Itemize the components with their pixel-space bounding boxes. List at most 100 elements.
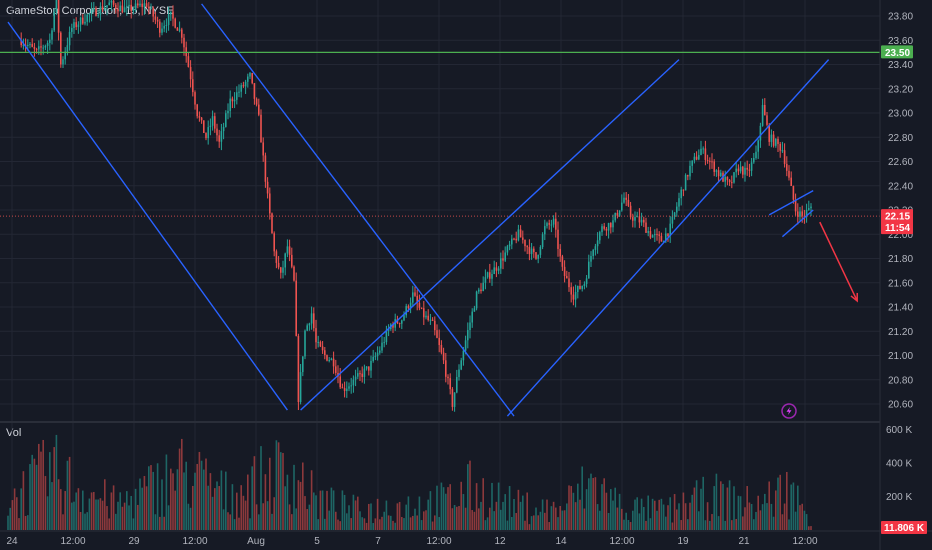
volume-bar — [251, 466, 253, 530]
candle-body — [801, 211, 803, 216]
lightning-icon[interactable] — [781, 403, 797, 419]
candle-body — [585, 278, 588, 285]
volume-bar — [57, 479, 60, 530]
volume-bar — [698, 511, 700, 530]
volume-bar — [205, 458, 207, 530]
candle-body — [156, 19, 159, 22]
flag-lower[interactable] — [781, 209, 814, 238]
candle-body — [104, 7, 106, 11]
volume-bar — [35, 464, 38, 530]
volume-bar — [20, 488, 22, 530]
volume-bar — [649, 518, 652, 530]
candle-body — [82, 17, 84, 24]
volume-bar — [68, 456, 71, 530]
volume-bar — [137, 504, 139, 530]
time-tick-label: 7 — [375, 536, 381, 547]
down-arrow[interactable] — [819, 221, 859, 303]
volume-bar — [324, 518, 326, 530]
volume-bar — [799, 505, 801, 530]
resistance-tag — [881, 45, 913, 59]
candle-body — [346, 388, 348, 392]
volume-bar — [434, 515, 436, 530]
candle-body — [453, 392, 456, 407]
volume-bars — [7, 434, 812, 530]
volume-bar — [475, 483, 478, 530]
volume-bar — [128, 505, 130, 530]
volume-bar — [634, 499, 636, 530]
candle-body — [86, 14, 88, 22]
candle-body — [475, 291, 478, 309]
candle-body — [152, 7, 154, 17]
volume-bar — [511, 517, 513, 530]
volume-bar — [108, 518, 110, 530]
ascending-channel-lower[interactable] — [506, 59, 830, 417]
candle-body — [97, 14, 99, 16]
volume-bar — [704, 520, 707, 530]
candle-body — [409, 302, 412, 309]
candle-body — [790, 177, 792, 187]
candle-body — [62, 59, 64, 65]
candle-body — [341, 387, 344, 389]
candle-body — [170, 11, 172, 15]
candle-body — [511, 238, 513, 245]
price-tick-label: 22.60 — [888, 157, 913, 168]
candle-body — [761, 104, 764, 126]
time-tick-label: 21 — [738, 536, 750, 547]
volume-bar — [596, 504, 599, 530]
volume-bar — [585, 489, 588, 530]
candle-body — [792, 186, 795, 200]
candle-body — [693, 156, 696, 161]
candle-body — [148, 6, 150, 8]
price-tick-label: 21.00 — [888, 351, 913, 362]
volume-bar — [192, 485, 194, 530]
volume-bar — [24, 515, 27, 530]
volume-bar — [236, 492, 238, 530]
volume-bar — [504, 494, 506, 530]
flag-upper[interactable] — [768, 189, 814, 216]
candle-body — [603, 226, 605, 229]
volume-bar — [264, 474, 267, 530]
candle-body — [277, 262, 280, 268]
descending-channel-left[interactable] — [7, 21, 288, 411]
candle-body — [24, 44, 27, 46]
candle-body — [159, 21, 161, 33]
volume-bar — [803, 510, 806, 530]
ascending-channel-upper[interactable] — [300, 59, 680, 411]
candle-body — [601, 226, 603, 233]
candle-body — [797, 211, 799, 217]
volume-bar — [141, 487, 143, 530]
volume-bar — [788, 519, 790, 530]
volume-bar — [750, 504, 753, 530]
volume-bar — [121, 506, 124, 530]
descending-channel-right[interactable] — [201, 3, 515, 417]
candle-body — [786, 163, 788, 171]
candle-body — [726, 176, 729, 181]
time-axis[interactable]: 24 12:00 29 12:00 Aug 5 7 12:00 12 14 12:00 19 21 12:… — [6, 536, 818, 547]
candle-body — [656, 234, 658, 236]
volume-bar — [612, 500, 614, 530]
candle-body — [504, 252, 506, 261]
volume-bar — [662, 504, 665, 530]
trendlines[interactable] — [0, 3, 880, 417]
candle-body — [535, 252, 537, 259]
candle-body — [735, 168, 737, 173]
volume-bar — [396, 503, 399, 530]
volume-bar — [517, 489, 520, 530]
candle-body — [225, 113, 227, 127]
candle-body — [744, 167, 746, 175]
volume-bar — [372, 523, 374, 530]
candle-body — [247, 76, 249, 82]
volume-bar — [665, 516, 667, 530]
candle-body — [548, 223, 550, 225]
volume-bar — [486, 517, 489, 530]
volume-bar — [385, 500, 388, 530]
candle-body — [627, 199, 630, 206]
volume-bar — [176, 469, 179, 530]
candle-body — [779, 143, 781, 151]
candle-body — [618, 210, 621, 216]
candle-body — [185, 47, 187, 57]
volume-bar — [295, 508, 297, 530]
candle-body — [101, 6, 104, 11]
candle-body — [636, 216, 638, 218]
